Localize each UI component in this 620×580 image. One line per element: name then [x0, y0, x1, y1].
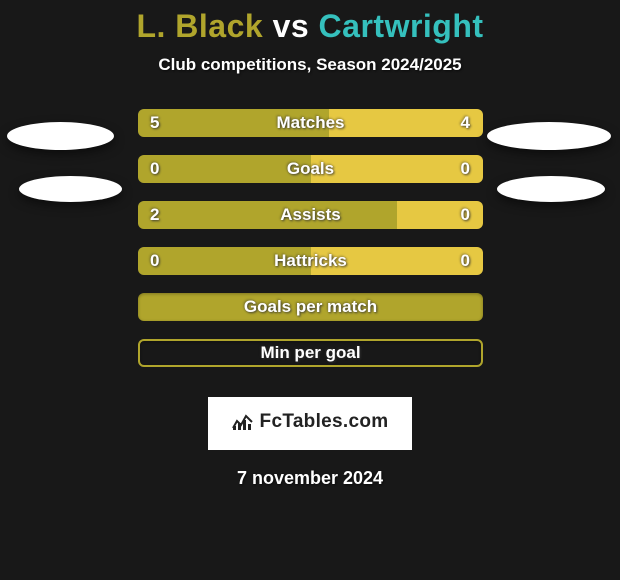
title-player2: Cartwright — [319, 8, 484, 44]
title-vs: vs — [273, 8, 310, 44]
bar-track — [138, 293, 483, 321]
bar-track — [138, 155, 483, 183]
player-shadow-right — [487, 122, 611, 150]
bar-track — [138, 109, 483, 137]
bar-right — [329, 109, 483, 137]
bar-left — [138, 155, 311, 183]
bar-track — [138, 247, 483, 275]
bar-track — [138, 201, 483, 229]
comparison-chart: Matches54Goals00Assists20Hattricks00Goal… — [0, 109, 620, 385]
stat-row: Assists20 — [0, 201, 620, 247]
date-label: 7 november 2024 — [0, 468, 620, 489]
bar-left — [138, 109, 329, 137]
brand-badge: FcTables.com — [208, 397, 413, 450]
brand-text: FcTables.com — [260, 411, 389, 432]
brand-logo-icon — [232, 412, 254, 436]
subtitle: Club competitions, Season 2024/2025 — [0, 55, 620, 75]
bar-right — [397, 201, 483, 229]
stat-row: Hattricks00 — [0, 247, 620, 293]
player-shadow-left — [7, 122, 114, 150]
stat-row: Goals per match — [0, 293, 620, 339]
page-title: L. Black vs Cartwright — [0, 0, 620, 45]
bar-track — [138, 339, 483, 367]
title-player1: L. Black — [136, 8, 263, 44]
bar-left — [138, 247, 311, 275]
player-shadow-left — [19, 176, 122, 202]
bar-left — [138, 201, 397, 229]
player-shadow-right — [497, 176, 605, 202]
bar-right — [311, 155, 484, 183]
stat-row: Min per goal — [0, 339, 620, 385]
bar-right — [311, 247, 484, 275]
